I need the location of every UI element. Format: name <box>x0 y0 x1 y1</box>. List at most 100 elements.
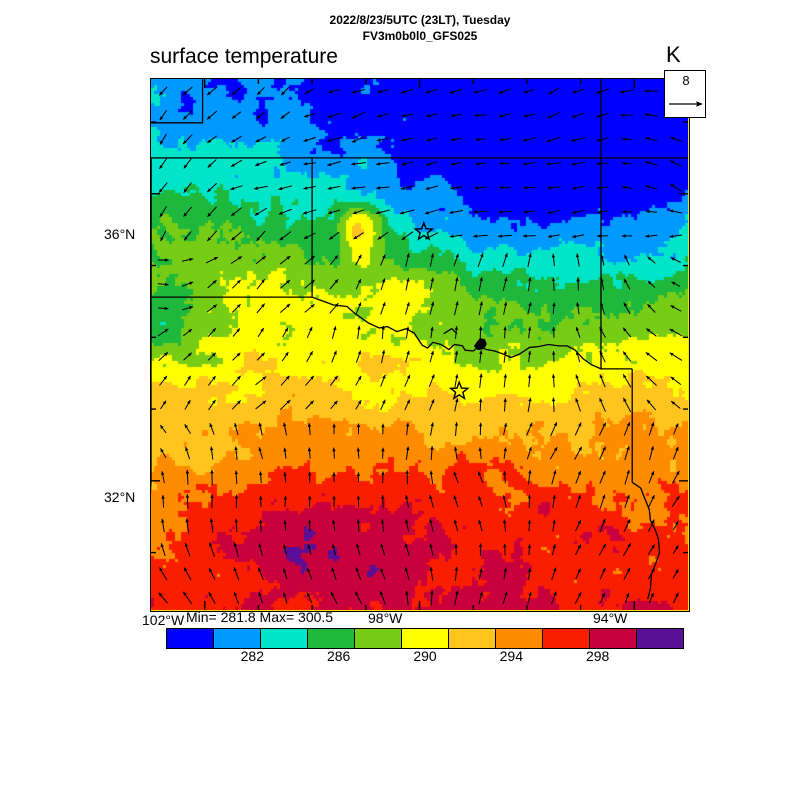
wind-vector-head <box>623 374 627 379</box>
wind-vector-head <box>479 568 483 573</box>
wind-vector-head <box>551 277 556 282</box>
wind-vector-head <box>527 350 532 355</box>
wind-vector-head <box>571 114 576 118</box>
wind-vector-head <box>621 234 626 238</box>
wind-vector-head <box>183 115 188 120</box>
wind-vector-head <box>478 326 483 331</box>
wind-vector-head <box>671 281 676 286</box>
wind-vector-head <box>328 210 332 215</box>
wind-vector-head <box>279 162 284 166</box>
wind-vector-head <box>406 446 410 451</box>
wind-vector-head <box>163 375 167 380</box>
wind-vector-head <box>381 447 385 452</box>
wind-vector-head <box>430 253 435 258</box>
wind-vector-head <box>258 471 263 476</box>
wind-vector-head <box>479 591 483 596</box>
axis-label-lat-32: 32°N <box>104 489 136 505</box>
wind-vector-head <box>327 186 332 190</box>
wind-vector-head <box>189 306 194 310</box>
wind-vector-head <box>430 590 434 595</box>
wind-vector-head <box>231 163 235 167</box>
wind-vector-head <box>547 234 552 238</box>
wind-vector-head <box>645 209 650 214</box>
wind-vector-head <box>233 542 238 547</box>
wind-vector-head <box>233 591 238 596</box>
wind-vector-head <box>231 139 236 143</box>
wind-vector-head <box>600 302 604 307</box>
temperature-field-canvas <box>151 79 688 610</box>
wind-vector-head <box>283 568 287 573</box>
wind-vector-head <box>286 280 290 284</box>
wind-vector-head <box>160 425 164 429</box>
wind-vector-head <box>575 253 580 258</box>
wind-vector-head <box>207 163 212 168</box>
wind-vector-head <box>473 90 478 94</box>
wind-vector-head <box>381 495 385 499</box>
wind-vector-head <box>357 350 361 355</box>
wind-vector-head <box>237 375 241 380</box>
wind-vector-head <box>207 237 211 241</box>
wind-vector-head <box>596 138 601 142</box>
wind-vector-head <box>353 235 358 240</box>
wind-vector-head <box>212 352 216 357</box>
wind-vector-head <box>303 186 308 190</box>
wind-vector-head <box>327 162 332 167</box>
axis-label-lon-94: 94°W <box>593 610 628 626</box>
wind-vector-head <box>280 138 285 142</box>
wind-vector-head <box>475 161 480 166</box>
wind-vector-head <box>571 138 576 142</box>
min-max-stats: Min= 281.8 Max= 300.5 <box>186 609 334 625</box>
wind-vector-head <box>184 542 188 547</box>
wind-vector-head <box>553 567 557 572</box>
wind-vector-head <box>425 186 430 190</box>
wind-vector-head <box>575 351 580 356</box>
wind-vector-head <box>212 280 217 284</box>
wind-vector-head <box>405 495 409 500</box>
wind-vector-head <box>236 352 241 357</box>
wind-vector-head <box>449 90 454 94</box>
wind-vector-head <box>528 446 532 451</box>
wind-vector-head <box>450 162 455 166</box>
wind-vector-head <box>645 161 650 165</box>
wind-vector-head <box>597 210 602 214</box>
wind-vector-head <box>552 519 556 524</box>
wind-vector-head <box>184 236 188 241</box>
wind-vector-head <box>454 446 458 451</box>
wind-vector-head <box>261 256 266 260</box>
wind-vector-head <box>602 494 606 499</box>
wind-vector-head <box>480 253 484 258</box>
colorbar-tick-label: 294 <box>499 648 524 664</box>
axis-label-lat-36: 36°N <box>104 226 136 242</box>
wind-vector-head <box>599 398 603 402</box>
wind-vector-head <box>473 210 478 214</box>
colorbar <box>166 628 684 649</box>
wind-vector-head <box>213 304 217 309</box>
wind-vector-head <box>158 592 163 597</box>
wind-vector-head <box>647 280 652 285</box>
colorbar-segment <box>590 629 637 648</box>
colorbar-tick-label: 290 <box>413 648 437 664</box>
wind-vector-head <box>160 140 164 145</box>
wind-vector-head <box>675 520 679 525</box>
station-markers <box>413 220 470 401</box>
wind-vector-head <box>260 328 264 332</box>
wind-vector-head <box>478 496 482 501</box>
wind-vector-head <box>307 544 311 549</box>
wind-vector-head <box>523 210 528 214</box>
wind-vector-head <box>332 447 336 452</box>
wind-vector-head <box>208 592 213 597</box>
wind-vector-head <box>626 592 630 597</box>
wind-vector-head <box>551 351 556 355</box>
colorbar-segment <box>402 629 449 648</box>
wind-vector-head <box>627 543 631 548</box>
wind-vector-head <box>478 447 482 452</box>
wind-vector-head <box>309 326 313 331</box>
wind-vector-head <box>578 446 582 451</box>
wind-vector-head <box>310 375 314 380</box>
wind-vector-head <box>406 253 410 258</box>
wind-vector-head <box>429 519 433 524</box>
wind-vector-head <box>528 253 532 258</box>
wind-vector-head <box>333 326 337 331</box>
wind-vector-head <box>670 257 675 261</box>
wind-vector-head <box>503 326 507 331</box>
